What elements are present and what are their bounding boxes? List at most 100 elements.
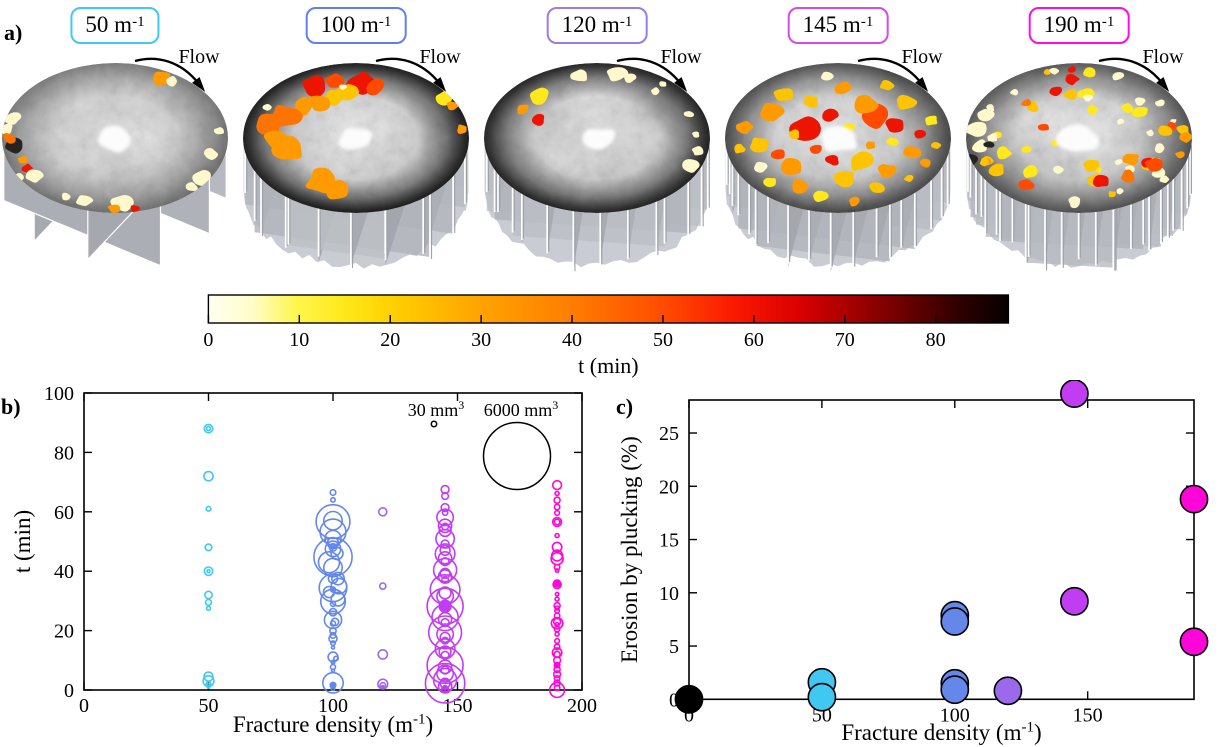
plucked-patch xyxy=(1083,159,1100,173)
bubble xyxy=(330,591,346,607)
centre-hole xyxy=(1055,124,1100,152)
bubble xyxy=(324,529,342,548)
plucked-patch xyxy=(76,195,94,206)
plucked-patch xyxy=(983,141,995,148)
bubble xyxy=(329,496,336,503)
plucked-patch xyxy=(773,88,794,101)
plucked-patch xyxy=(914,129,927,139)
plucked-patch xyxy=(1010,88,1019,96)
plucked-patch xyxy=(979,157,989,167)
plucked-patch xyxy=(988,163,1004,177)
plucked-patch xyxy=(813,190,829,203)
plucked-patch xyxy=(1092,174,1109,188)
plucked-patch xyxy=(1175,151,1185,159)
plucked-patch xyxy=(61,192,71,201)
x-tick-label: 0 xyxy=(79,695,89,717)
flow-label-1: Flow xyxy=(178,46,220,68)
y-tick-label: 20 xyxy=(54,621,74,643)
disc-assembly-190 xyxy=(966,57,1193,273)
bubble xyxy=(205,505,212,512)
x-tick-label: 200 xyxy=(567,695,597,717)
scatter-point xyxy=(807,682,837,712)
plucked-patch xyxy=(185,182,198,191)
plucked-patch xyxy=(624,73,637,83)
plucked-patch xyxy=(1121,169,1135,183)
scatter-point xyxy=(993,676,1023,706)
plucked-patch xyxy=(659,81,667,87)
plucked-patch xyxy=(1112,72,1125,81)
plucked-patch xyxy=(1021,145,1032,153)
density-label-145: 145 m-1 xyxy=(787,7,889,44)
bubble xyxy=(426,587,464,625)
plucked-patch xyxy=(531,113,545,126)
bubble xyxy=(330,543,336,549)
plucked-patch xyxy=(1116,188,1124,195)
plucked-patch xyxy=(886,137,899,146)
bubble xyxy=(553,563,561,571)
flow-arrow-curve xyxy=(375,57,441,85)
panel-letter-a: a) xyxy=(4,20,23,45)
bubble xyxy=(436,508,455,527)
x-tick-label: 150 xyxy=(443,695,473,717)
y-tick-label: 0 xyxy=(64,680,74,702)
flow-arrow-curve xyxy=(616,57,682,85)
bubble xyxy=(441,575,450,584)
plucked-patch xyxy=(1122,153,1139,166)
plucked-patch xyxy=(919,158,931,168)
plucked-patches xyxy=(734,71,942,207)
bubble xyxy=(553,643,561,651)
panel-b-ylabel: t (min) xyxy=(10,510,35,573)
plucked-patch xyxy=(1131,107,1148,118)
colorbar-tick-label: 20 xyxy=(380,329,400,351)
plucked-patch xyxy=(820,71,834,81)
plucked-patch xyxy=(107,204,121,213)
density-label-145-sup: -1 xyxy=(860,14,874,30)
scatter-point xyxy=(1179,627,1209,657)
plucked-patch xyxy=(903,146,922,159)
bubble xyxy=(329,620,337,627)
y-tick-label: 80 xyxy=(54,442,74,464)
x-tick-label: 100 xyxy=(318,695,348,717)
panel-b-axes: 0 50 100 150 200 0 20 40 60 80 100 xyxy=(44,383,597,717)
density-label-120-sup: -1 xyxy=(619,14,633,30)
flow-arrow xyxy=(1098,57,1170,92)
panel-b-xlabel: Fracture density (m-1) xyxy=(233,711,433,737)
plucked-patch xyxy=(885,118,904,133)
x-tick-label: 50 xyxy=(199,695,219,717)
plucked-patch xyxy=(192,169,211,186)
y-tick-label: 60 xyxy=(54,502,74,524)
bubble xyxy=(553,684,561,692)
bubble xyxy=(431,603,460,632)
plucked-patch xyxy=(734,143,746,154)
bubble xyxy=(204,590,214,600)
bubble xyxy=(554,490,560,497)
centre-hole xyxy=(338,127,372,150)
bubble xyxy=(439,631,451,644)
density-label-190: 190 m-1 xyxy=(1028,7,1130,44)
bubble xyxy=(321,671,344,694)
bubble xyxy=(427,615,463,650)
plucked-patch xyxy=(1043,68,1051,75)
density-label-50: 50 m-1 xyxy=(70,7,160,44)
panel-c-points xyxy=(674,380,1209,714)
bubble xyxy=(553,518,561,526)
bubble xyxy=(432,557,458,583)
plucked-patch xyxy=(879,79,895,91)
plucked-patch xyxy=(996,146,1012,160)
panel-b-bubbles xyxy=(202,423,566,704)
scatter-point xyxy=(940,675,970,705)
bubble xyxy=(437,518,453,534)
bubble xyxy=(203,566,214,577)
plucked-patch xyxy=(307,95,331,112)
density-label-100-sup: -1 xyxy=(378,14,392,30)
bubble xyxy=(377,648,389,660)
plucked-patch xyxy=(904,174,914,182)
bubble xyxy=(380,684,385,690)
plucked-patch xyxy=(1083,94,1094,102)
flow-arrow-head xyxy=(433,77,447,92)
bubble xyxy=(332,655,339,662)
flow-arrow-curve xyxy=(857,57,923,85)
density-label-50-text: 50 m xyxy=(85,12,133,37)
bubble xyxy=(206,568,211,574)
plucked-patch xyxy=(869,182,885,193)
